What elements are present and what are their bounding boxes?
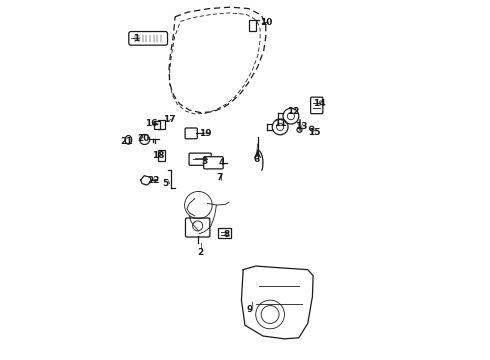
Text: 5: 5 — [162, 179, 169, 188]
Text: 15: 15 — [308, 128, 320, 137]
Text: 17: 17 — [163, 115, 175, 124]
Text: 11: 11 — [274, 119, 286, 128]
Text: 7: 7 — [216, 173, 222, 182]
Bar — [249, 21, 256, 31]
Bar — [158, 120, 166, 129]
Text: 6: 6 — [253, 155, 260, 164]
Text: 21: 21 — [121, 137, 133, 146]
Bar — [158, 150, 165, 161]
Text: 18: 18 — [152, 151, 165, 160]
Text: 13: 13 — [294, 122, 307, 131]
Text: 20: 20 — [138, 134, 150, 143]
FancyBboxPatch shape — [186, 218, 210, 237]
Text: 4: 4 — [219, 158, 225, 167]
Text: 8: 8 — [224, 230, 230, 239]
Text: 1: 1 — [133, 34, 139, 43]
Text: 3: 3 — [202, 157, 208, 166]
Text: 2: 2 — [197, 248, 204, 257]
FancyBboxPatch shape — [129, 32, 168, 45]
Text: 19: 19 — [199, 129, 212, 138]
FancyBboxPatch shape — [189, 153, 211, 165]
Text: 14: 14 — [313, 99, 325, 108]
Text: 16: 16 — [146, 119, 158, 128]
Text: 12: 12 — [287, 107, 299, 116]
FancyBboxPatch shape — [185, 128, 197, 139]
Text: 9: 9 — [247, 305, 253, 314]
Ellipse shape — [125, 135, 132, 144]
Text: 22: 22 — [147, 176, 159, 185]
Text: 10: 10 — [260, 18, 272, 27]
FancyBboxPatch shape — [311, 97, 323, 114]
Bar — [218, 228, 231, 238]
FancyBboxPatch shape — [204, 157, 223, 169]
Bar — [153, 121, 160, 129]
